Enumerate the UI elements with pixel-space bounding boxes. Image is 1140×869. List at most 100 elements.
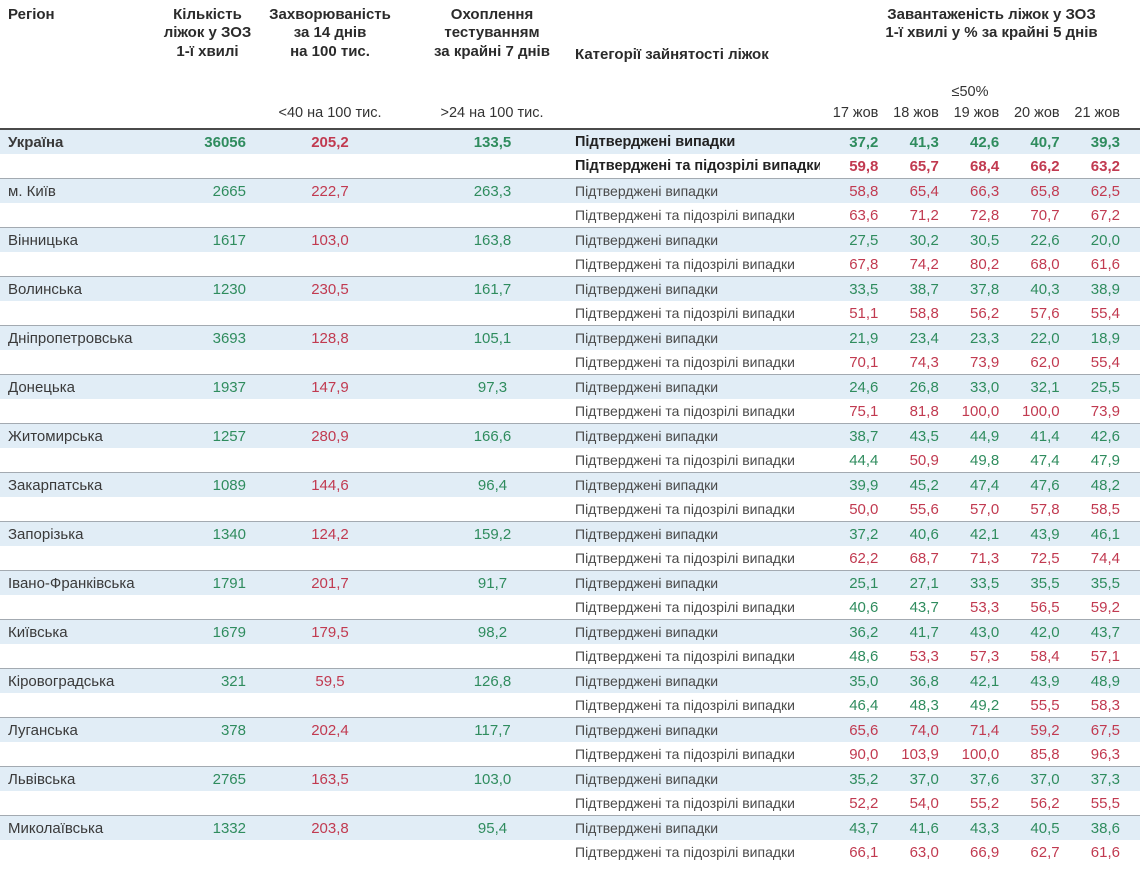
testing-value: 159,2 <box>473 525 512 543</box>
category-label-confirmed: Підтверджені випадки <box>575 477 719 493</box>
region-name: Луганська <box>8 721 78 739</box>
occupancy-confirmed-suspected-day1: 44,4 <box>849 451 879 469</box>
occupancy-confirmed-day2: 41,7 <box>909 623 939 641</box>
occupancy-confirmed-suspected-day5: 73,9 <box>1090 402 1120 420</box>
occupancy-confirmed-day1: 36,2 <box>849 623 879 641</box>
testing-value: 95,4 <box>477 819 508 837</box>
date-header-2: 18 жов <box>893 105 939 121</box>
occupancy-confirmed-suspected-day5: 67,2 <box>1090 206 1120 224</box>
occupancy-confirmed-day3: 42,1 <box>969 525 1000 543</box>
occupancy-confirmed-day5: 42,6 <box>1090 427 1120 445</box>
region-row-confirmed: Житомирська 1257 280,9 166,6 Підтверджені ви… <box>0 424 1140 448</box>
occupancy-confirmed-day1: 33,5 <box>849 280 879 298</box>
occupancy-confirmed-suspected-day2: 54,0 <box>909 794 939 812</box>
occupancy-threshold-label: ≤50% <box>951 84 989 100</box>
occupancy-confirmed-suspected-day4: 56,2 <box>1030 794 1060 812</box>
occupancy-confirmed-suspected-day1: 52,2 <box>849 794 879 812</box>
incidence-value: 124,2 <box>311 525 349 543</box>
region-row-confirmed: Донецька 1937 147,9 97,3 Підтверджені випадк… <box>0 375 1140 399</box>
column-header-incidence: Захворюваність за 14 днів на 100 тис. <box>269 6 391 60</box>
occupancy-confirmed-day2: 30,2 <box>909 231 939 249</box>
region-row-confirmed: Дніпропетровська 3693 128,8 105,1 Підтвердже… <box>0 326 1140 350</box>
occupancy-confirmed-suspected-day1: 50,0 <box>849 500 879 518</box>
category-label-confirmed-suspected: Підтверджені та підозрілі випадки <box>575 648 795 664</box>
occupancy-confirmed-suspected-day4: 66,2 <box>1030 157 1060 175</box>
occupancy-confirmed-day1: 25,1 <box>849 574 879 592</box>
occupancy-confirmed-suspected-day5: 57,1 <box>1090 647 1120 665</box>
category-label-confirmed-suspected: Підтверджені та підозрілі випадки <box>575 305 795 321</box>
region-block: Закарпатська 1089 144,6 96,4 Підтверджені ви… <box>0 472 1140 521</box>
occupancy-confirmed-day1: 35,0 <box>849 672 879 690</box>
column-header-testing: Охоплення тестуванням за крайні 7 днів <box>434 6 550 60</box>
beds-value: 3693 <box>212 329 246 347</box>
occupancy-confirmed-day1: 65,6 <box>849 721 879 739</box>
occupancy-confirmed-day4: 41,4 <box>1030 427 1060 445</box>
occupancy-confirmed-suspected-day2: 103,9 <box>901 745 939 763</box>
region-row-confirmed-suspected: Підтверджені та підозрілі випадки 75,1 81,… <box>0 399 1140 423</box>
beds-value: 1937 <box>212 378 246 396</box>
region-row-confirmed-suspected: Підтверджені та підозрілі випадки 51,1 58,… <box>0 301 1140 325</box>
occupancy-confirmed-suspected-day5: 59,2 <box>1090 598 1120 616</box>
category-label-confirmed-suspected: Підтверджені та підозрілі випадки <box>575 158 820 174</box>
occupancy-confirmed-suspected-day1: 51,1 <box>849 304 879 322</box>
occupancy-confirmed-day4: 35,5 <box>1030 574 1060 592</box>
occupancy-confirmed-suspected-day2: 81,8 <box>909 402 939 420</box>
occupancy-confirmed-day3: 30,5 <box>969 231 1000 249</box>
occupancy-confirmed-suspected-day3: 49,2 <box>969 696 1000 714</box>
testing-value: 263,3 <box>473 182 512 200</box>
region-name: Донецька <box>8 378 75 396</box>
incidence-value: 280,9 <box>311 427 349 445</box>
occupancy-confirmed-day3: 37,8 <box>969 280 1000 298</box>
beds-value: 1679 <box>212 623 246 641</box>
occupancy-confirmed-day4: 59,2 <box>1030 721 1060 739</box>
region-block: Миколаївська 1332 203,8 95,4 Підтверджені ви… <box>0 815 1140 864</box>
occupancy-confirmed-suspected-day4: 70,7 <box>1030 206 1060 224</box>
occupancy-confirmed-day4: 65,8 <box>1030 182 1060 200</box>
category-label-confirmed-suspected: Підтверджені та підозрілі випадки <box>575 403 795 419</box>
occupancy-confirmed-day5: 20,0 <box>1090 231 1120 249</box>
category-label-confirmed-suspected: Підтверджені та підозрілі випадки <box>575 354 795 370</box>
occupancy-confirmed-day4: 40,3 <box>1030 280 1060 298</box>
region-block: Україна 36056 205,2 133,5 Підтверджені випад… <box>0 130 1140 178</box>
beds-value: 1617 <box>212 231 246 249</box>
occupancy-confirmed-day5: 48,9 <box>1090 672 1120 690</box>
occupancy-confirmed-day3: 33,5 <box>969 574 1000 592</box>
occupancy-confirmed-day4: 43,9 <box>1030 672 1060 690</box>
occupancy-confirmed-suspected-day3: 49,8 <box>969 451 1000 469</box>
occupancy-confirmed-day1: 37,2 <box>849 133 879 151</box>
occupancy-confirmed-suspected-day2: 65,7 <box>909 157 939 175</box>
occupancy-confirmed-day4: 43,9 <box>1030 525 1060 543</box>
occupancy-confirmed-day4: 40,7 <box>1030 133 1060 151</box>
occupancy-confirmed-day2: 40,6 <box>909 525 939 543</box>
occupancy-confirmed-day3: 37,6 <box>969 770 1000 788</box>
occupancy-confirmed-suspected-day4: 57,6 <box>1030 304 1060 322</box>
occupancy-confirmed-suspected-day3: 71,3 <box>969 549 1000 567</box>
occupancy-confirmed-day4: 22,6 <box>1030 231 1060 249</box>
category-label-confirmed-suspected: Підтверджені та підозрілі випадки <box>575 501 795 517</box>
occupancy-confirmed-day5: 48,2 <box>1090 476 1120 494</box>
occupancy-confirmed-suspected-day3: 68,4 <box>969 157 1000 175</box>
region-row-confirmed-suspected: Підтверджені та підозрілі випадки 59,8 65,… <box>0 154 1140 178</box>
category-label-confirmed-suspected: Підтверджені та підозрілі випадки <box>575 844 795 860</box>
category-label-confirmed-suspected: Підтверджені та підозрілі випадки <box>575 207 795 223</box>
testing-value: 126,8 <box>473 672 512 690</box>
occupancy-confirmed-day4: 42,0 <box>1030 623 1060 641</box>
incidence-value: 147,9 <box>311 378 349 396</box>
beds-value: 2765 <box>212 770 246 788</box>
region-block: Луганська 378 202,4 117,7 Підтверджені випад… <box>0 717 1140 766</box>
region-row-confirmed: Україна 36056 205,2 133,5 Підтверджені випад… <box>0 130 1140 154</box>
date-header-5: 21 жов <box>1074 105 1120 121</box>
region-row-confirmed: Кіровоградська 321 59,5 126,8 Підтверджені в… <box>0 669 1140 693</box>
occupancy-confirmed-suspected-day1: 62,2 <box>849 549 879 567</box>
region-name: Закарпатська <box>8 476 103 494</box>
region-name: Житомирська <box>8 427 103 445</box>
occupancy-confirmed-day4: 32,1 <box>1030 378 1060 396</box>
occupancy-confirmed-suspected-day3: 57,0 <box>969 500 1000 518</box>
occupancy-confirmed-day5: 37,3 <box>1090 770 1120 788</box>
occupancy-confirmed-day2: 41,3 <box>909 133 939 151</box>
category-label-confirmed-suspected: Підтверджені та підозрілі випадки <box>575 697 795 713</box>
region-row-confirmed-suspected: Підтверджені та підозрілі випадки 70,1 74,… <box>0 350 1140 374</box>
incidence-value: 230,5 <box>311 280 349 298</box>
occupancy-confirmed-suspected-day5: 55,5 <box>1090 794 1120 812</box>
occupancy-confirmed-suspected-day3: 53,3 <box>969 598 1000 616</box>
